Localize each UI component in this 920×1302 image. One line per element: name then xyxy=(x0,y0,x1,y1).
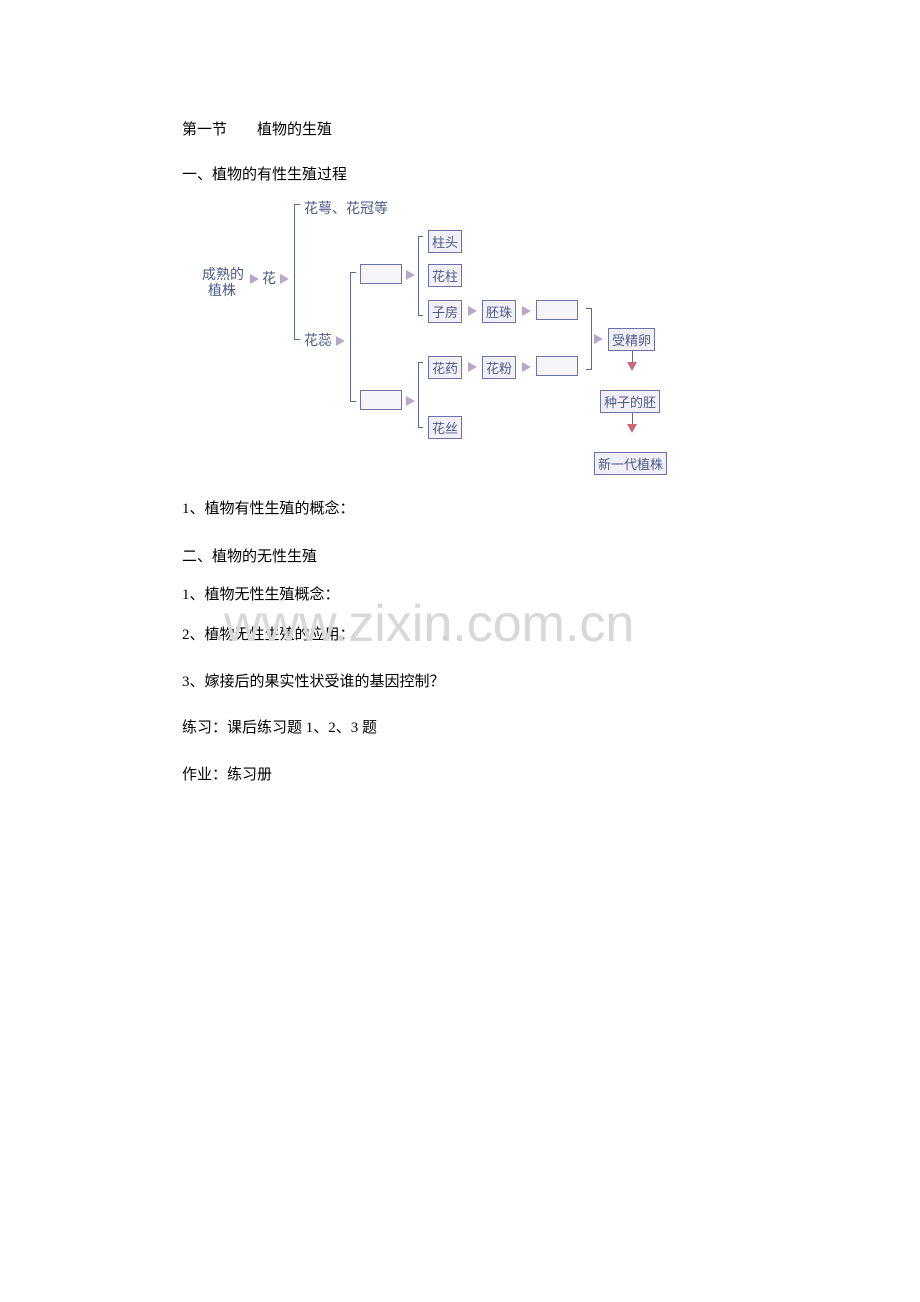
arrow-icon xyxy=(468,362,477,372)
diagram-blank-stamen xyxy=(360,390,402,410)
homework-text: 作业：练习册 xyxy=(182,764,738,787)
arrow-icon xyxy=(406,270,415,280)
watermark-dot: ▪ xyxy=(216,630,222,648)
diagram-blank-sperm xyxy=(536,356,578,376)
reproduction-diagram: 成熟的 植株 花 花萼、花冠等 花蕊 柱头 花柱 子房 胚珠 xyxy=(202,202,762,482)
section1-heading: 一、植物的有性生殖过程 xyxy=(182,163,738,184)
arrow-icon xyxy=(594,334,603,344)
section2-heading: 二、植物的无性生殖 xyxy=(182,545,738,566)
arrow-icon xyxy=(250,274,259,284)
diagram-text-body: 植株 xyxy=(208,280,236,300)
page-title: 第一节 植物的生殖 xyxy=(182,118,738,139)
diagram-box-stigma: 柱头 xyxy=(428,230,462,253)
diagram-blank-pistil xyxy=(360,264,402,284)
diagram-box-pollen: 花粉 xyxy=(482,356,516,379)
bracket-icon xyxy=(350,272,356,402)
diagram-text-organs: 花萼、花冠等 xyxy=(304,198,388,218)
arrow-icon xyxy=(406,396,415,406)
diagram-blank-egg xyxy=(536,300,578,320)
watermark-text: www.zixin.com.cn xyxy=(224,594,634,654)
arrow-icon xyxy=(522,362,531,372)
diagram-box-filament: 花丝 xyxy=(428,416,462,439)
diagram-box-ovary: 子房 xyxy=(428,300,462,323)
diagram-box-embryo: 种子的胚 xyxy=(600,390,660,413)
bracket-icon xyxy=(586,308,592,370)
diagram-text-flower: 花 xyxy=(262,268,276,288)
diagram-box-anther: 花药 xyxy=(428,356,462,379)
diagram-text-stamen: 花蕊 xyxy=(304,330,332,350)
practice-text: 练习：课后练习题 1、2、3 题 xyxy=(182,717,738,740)
diagram-box-zygote: 受精卵 xyxy=(608,328,655,351)
arrow-down-icon xyxy=(627,424,637,433)
section2-item3: 3、嫁接后的果实性状受谁的基因控制？ xyxy=(182,671,738,694)
arrow-icon xyxy=(468,306,477,316)
bracket-icon xyxy=(294,204,300,340)
arrow-icon xyxy=(280,274,289,284)
diagram-box-newplant: 新一代植株 xyxy=(594,452,667,475)
bracket-icon xyxy=(418,362,423,428)
arrow-down-icon xyxy=(627,362,637,371)
section1-item1: 1、植物有性生殖的概念： xyxy=(182,498,738,521)
bracket-icon xyxy=(418,236,423,316)
watermark-dot: ▪ xyxy=(442,630,448,648)
arrow-icon xyxy=(336,336,345,346)
arrow-icon xyxy=(522,306,531,316)
diagram-box-style: 花柱 xyxy=(428,264,462,287)
diagram-box-ovule: 胚珠 xyxy=(482,300,516,323)
